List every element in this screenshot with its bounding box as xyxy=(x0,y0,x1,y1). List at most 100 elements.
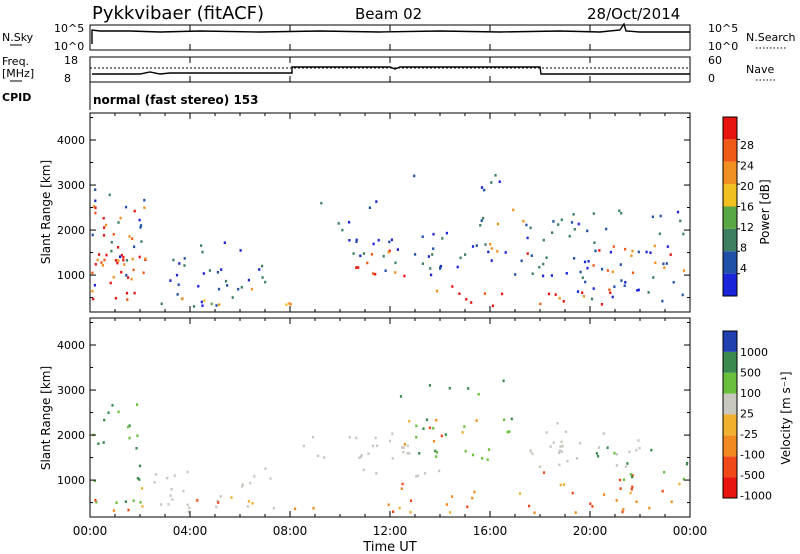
scatter-cell xyxy=(142,271,145,275)
scatter-cell xyxy=(269,477,272,480)
scatter-cell xyxy=(432,427,435,430)
power-y-axis: 4000 3000 2000 1000 xyxy=(57,117,690,299)
scatter-cell xyxy=(261,264,264,268)
y-tick-label: 3000 xyxy=(57,384,85,397)
freq-tick-bottom: 8 xyxy=(64,72,71,85)
colorbar-segment xyxy=(723,251,737,274)
scatter-cell xyxy=(636,289,639,292)
scatter-cell xyxy=(382,254,385,258)
scatter-cell xyxy=(111,404,114,407)
scatter-cell xyxy=(192,305,196,308)
scatter-cell xyxy=(613,451,616,455)
scatter-cell xyxy=(624,247,627,251)
scatter-cell xyxy=(423,472,427,475)
x-tick-label: 12:00 xyxy=(373,524,408,538)
y-tick-label: 4000 xyxy=(57,339,85,352)
scatter-cell xyxy=(564,430,567,434)
colorbar-segment xyxy=(723,435,737,457)
scatter-cell xyxy=(133,209,136,213)
scatter-cell xyxy=(231,296,234,299)
scatter-cell xyxy=(577,222,580,226)
scatter-cell xyxy=(612,245,615,248)
scatter-cell xyxy=(103,418,106,422)
scatter-cell xyxy=(428,426,431,430)
velocity-y-axis: 4000 3000 2000 1000 xyxy=(57,322,690,504)
scatter-cell xyxy=(215,304,218,307)
scatter-cell xyxy=(637,439,640,442)
colorbar-tick-label: 20 xyxy=(740,180,754,193)
colorbar-tick-label: -100 xyxy=(740,449,765,462)
scatter-cell xyxy=(463,425,466,428)
scatter-cell xyxy=(573,257,576,260)
scatter-cell xyxy=(615,464,618,467)
scatter-cell xyxy=(595,452,598,455)
scatter-cell xyxy=(144,257,147,260)
scatter-cell xyxy=(451,285,454,288)
scatter-cell xyxy=(529,449,532,452)
scatter-cell xyxy=(317,454,320,458)
scatter-cell xyxy=(261,276,264,279)
scatter-cell xyxy=(503,418,506,422)
scatter-cell xyxy=(518,492,522,495)
scatter-cell xyxy=(467,387,470,390)
scatter-cell xyxy=(670,500,673,504)
scatter-cell xyxy=(510,417,513,421)
scatter-cell xyxy=(348,436,351,439)
scatter-cell xyxy=(490,259,493,262)
scatter-cell xyxy=(571,491,574,495)
scatter-cell xyxy=(311,435,315,439)
scatter-cell xyxy=(183,257,186,260)
scatter-cell xyxy=(445,231,448,235)
scatter-cell xyxy=(669,253,672,256)
scatter-cell xyxy=(558,451,561,455)
y-tick-label: 1000 xyxy=(57,269,85,282)
scatter-cell xyxy=(186,470,189,474)
scatter-cell xyxy=(201,250,204,254)
y-tick-label: 2000 xyxy=(57,224,85,237)
time-x-axis: 00:00 04:00 08:00 12:00 16:00 20:00 00:00 xyxy=(73,25,707,538)
scatter-cell xyxy=(187,510,190,514)
scatter-cell xyxy=(402,446,405,449)
scatter-cell xyxy=(637,288,640,292)
scatter-cell xyxy=(654,261,657,265)
scatter-cell xyxy=(201,304,204,307)
y-tick-label: 2000 xyxy=(57,429,85,442)
scatter-cell xyxy=(175,273,179,277)
scatter-cell xyxy=(387,251,390,254)
scatter-cell xyxy=(166,476,169,480)
scatter-cell xyxy=(241,483,244,486)
scatter-cell xyxy=(486,458,489,461)
scatter-cell xyxy=(92,297,95,301)
scatter-cell xyxy=(591,505,594,508)
colorbar-tick-label: 8 xyxy=(740,242,747,255)
scatter-cell xyxy=(103,226,106,229)
scatter-cell xyxy=(665,262,668,265)
scatter-cell xyxy=(628,450,631,454)
scatter-cell xyxy=(246,505,249,508)
scatter-cell xyxy=(576,457,579,460)
scatter-cell xyxy=(94,206,97,210)
scatter-cell xyxy=(676,210,680,214)
scatter-cell xyxy=(638,446,641,450)
scatter-cell xyxy=(341,228,344,232)
scatter-cell xyxy=(496,250,499,253)
scatter-cell xyxy=(119,216,122,220)
scatter-cell xyxy=(432,232,435,236)
scatter-cell xyxy=(101,264,104,267)
scatter-cell xyxy=(258,268,261,271)
scatter-cell xyxy=(93,479,96,483)
scatter-cell xyxy=(391,457,394,460)
scatter-cell xyxy=(114,259,117,262)
scatter-cell xyxy=(589,502,592,505)
scatter-cell xyxy=(289,303,292,306)
scatter-cell xyxy=(103,258,106,262)
scatter-cell xyxy=(508,430,511,433)
scatter-cell xyxy=(471,245,475,248)
colorbar-tick-label: 12 xyxy=(740,221,754,234)
scatter-cell xyxy=(528,504,531,508)
scatter-cell xyxy=(91,233,94,237)
x-tick-label: 20:00 xyxy=(573,524,608,538)
scatter-cell xyxy=(556,422,559,425)
scatter-cell xyxy=(587,260,590,263)
